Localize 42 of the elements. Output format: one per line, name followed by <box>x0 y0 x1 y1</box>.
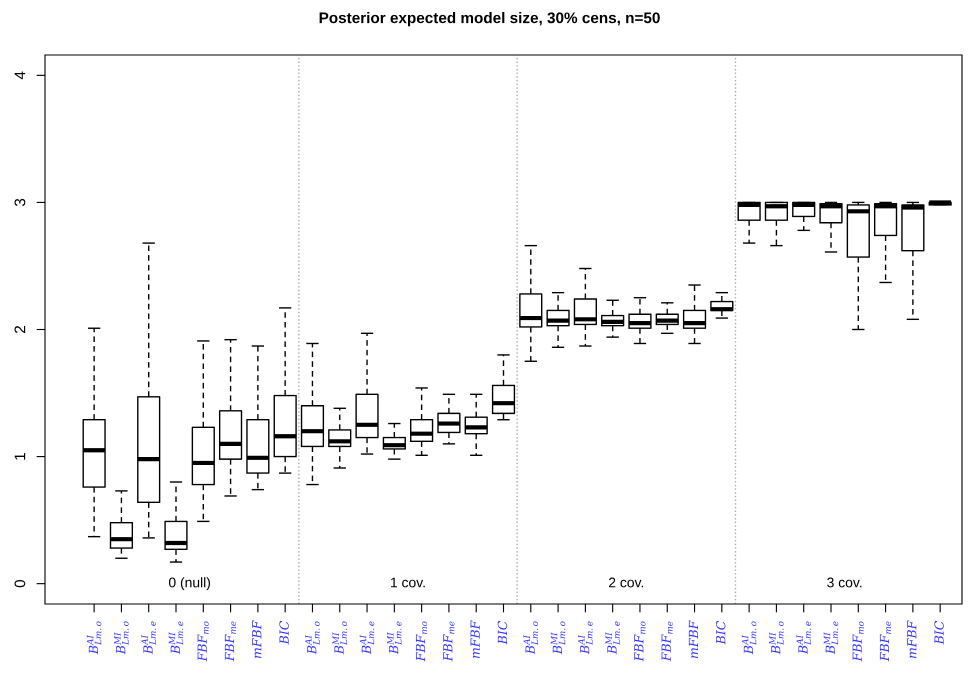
x-tick-label: B$^{AI}$$_{Lm.o}$ <box>524 621 538 654</box>
x-tick-label: FBF$_{me}$ <box>662 621 673 662</box>
x-tick-label: B$^{MI}$$_{Lm.o}$ <box>550 621 566 654</box>
annotation: 0 (null) <box>168 577 210 590</box>
x-tick-label: B$^{AI}$$_{Lm.o}$ <box>86 621 102 654</box>
x-tick-label: B$^{AI}$$_{Lm.e}$ <box>796 621 811 654</box>
x-tick-label: B$^{MI}$$_{Lm.o}$ <box>769 621 784 654</box>
x-tick-label: B$^{AI}$$_{Lm.e}$ <box>578 621 593 654</box>
y-tick-label: 1 <box>14 453 26 460</box>
x-tick-label: mFBF <box>907 620 916 658</box>
chart-title: Posterior expected model size, 30% cens, n=50 <box>320 12 660 26</box>
x-tick-label: B$^{MI}$$_{Lm.e}$ <box>824 621 838 654</box>
x-tick-label: mFBF <box>252 620 262 658</box>
x-tick-label: B$^{AI}$$_{Lm.e}$ <box>141 621 156 654</box>
x-tick-label: B$^{AI}$$_{Lm.o}$ <box>305 621 320 654</box>
annotation: 2 cov. <box>608 578 644 588</box>
x-tick-label: mFBF <box>688 620 698 658</box>
x-tick-label: B$^{AI}$$_{Lm.e}$ <box>360 621 374 654</box>
x-tick-label: FBF$_{me}$ <box>224 621 236 662</box>
y-tick-label: 0 <box>14 580 26 588</box>
x-tick-label: B$^{AI}$$_{Lm.o}$ <box>742 621 756 654</box>
x-tick-label: FBF$_{me}$ <box>443 621 454 662</box>
y-tick-label: 2 <box>14 326 26 333</box>
x-tick-label: FBF$_{me}$ <box>880 621 892 662</box>
x-tick-label: FBF$_{mo}$ <box>852 621 864 662</box>
x-tick-label: B$^{MI}$$_{Lm.e}$ <box>387 621 402 654</box>
x-tick-label: FBF$_{mo}$ <box>198 621 209 662</box>
x-tick-label: BIC <box>716 620 726 645</box>
annotation: 1 cov. <box>391 578 425 588</box>
annotation: 3 cov. <box>827 578 862 588</box>
x-tick-label: B$^{MI}$$_{Lm.o}$ <box>114 621 129 654</box>
x-tick-label: BIC <box>498 620 508 645</box>
x-tick-label: FBF$_{mo}$ <box>416 621 428 662</box>
x-tick-label: FBF$_{mo}$ <box>634 621 646 662</box>
x-tick-label: mFBF <box>470 620 480 658</box>
y-tick-label: 3 <box>14 198 26 206</box>
y-tick-label: 4 <box>14 72 26 80</box>
x-tick-label: B$^{MI}$$_{Lm.e}$ <box>605 621 620 654</box>
x-tick-label: BIC <box>279 620 289 645</box>
x-tick-label: B$^{MI}$$_{Lm.e}$ <box>168 621 184 654</box>
x-tick-label: BIC <box>934 620 944 645</box>
x-tick-label: B$^{MI}$$_{Lm.o}$ <box>332 621 347 654</box>
